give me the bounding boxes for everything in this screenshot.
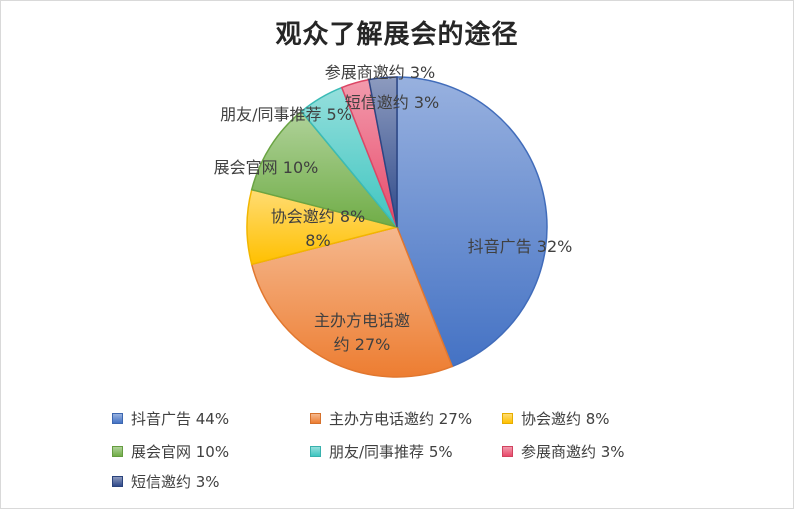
legend-item-slice-1: 主办方电话邀约 27% (310, 408, 472, 429)
pie-slice-1 (250, 226, 454, 378)
legend-item-slice-2: 协会邀约 8% (502, 408, 610, 429)
legend-label: 抖音广告 44% (131, 410, 230, 428)
data-label-line: 抖音广告 32% (468, 237, 573, 256)
pie-labels: 抖音广告 32% 主办方电话邀约 27% 协会邀约 8% 8% 展会官网 10% 朋友/同… (214, 63, 573, 354)
chart-title: 观众了解展会的途径 (275, 20, 519, 50)
pie-slice-0 (396, 76, 548, 368)
data-label-slice-1: 主办方电话邀约 27% (314, 311, 410, 354)
legend-swatch (112, 476, 123, 487)
legend-item-slice-6: 短信邀约 3% (112, 471, 220, 492)
legend-label: 展会官网 10% (131, 443, 230, 461)
data-label-line: 8% (305, 231, 330, 250)
data-label-slice-3: 展会官网 10% (214, 158, 319, 177)
legend-label: 朋友/同事推荐 5% (329, 443, 453, 461)
data-label-line: 协会邀约 8% (271, 207, 365, 226)
data-label-slice-6: 短信邀约 3% (345, 93, 439, 112)
data-label-line: 短信邀约 3% (345, 93, 439, 112)
data-label-slice-4: 朋友/同事推荐 5% (220, 105, 352, 124)
pie-chart: 抖音广告 32% 主办方电话邀约 27% 协会邀约 8% 8% 展会官网 10% 朋友/同… (214, 63, 573, 378)
legend-item-slice-0: 抖音广告 44% (112, 408, 229, 429)
legend-swatch (310, 413, 321, 424)
pie-slice-3 (250, 110, 400, 229)
data-label-slice-0: 抖音广告 32% (468, 237, 573, 256)
data-label-line: 约 27% (334, 335, 391, 354)
pie-slice-6 (368, 76, 398, 228)
legend-swatch (310, 446, 321, 457)
data-label-line: 主办方电话邀 (314, 311, 410, 330)
legend-item-slice-3: 展会官网 10% (112, 441, 229, 462)
legend-item-slice-4: 朋友/同事推荐 5% (310, 441, 453, 462)
legend-label: 参展商邀约 3% (521, 443, 625, 461)
legend-label: 短信邀约 3% (131, 473, 220, 491)
data-label-line: 朋友/同事推荐 5% (220, 105, 352, 124)
data-label-line: 参展商邀约 3% (325, 63, 435, 82)
legend-swatch (112, 413, 123, 424)
data-label-slice-5: 参展商邀约 3% (325, 63, 435, 82)
legend-label: 协会邀约 8% (521, 410, 610, 428)
legend-label: 主办方电话邀约 27% (329, 410, 473, 428)
legend-swatch (112, 446, 123, 457)
data-label-slice-2: 协会邀约 8% 8% (271, 207, 365, 250)
data-label-line: 展会官网 10% (214, 158, 319, 177)
pie-slices (246, 76, 548, 378)
legend-item-slice-5: 参展商邀约 3% (502, 441, 625, 462)
legend-swatch (502, 413, 513, 424)
legend-swatch (502, 446, 513, 457)
